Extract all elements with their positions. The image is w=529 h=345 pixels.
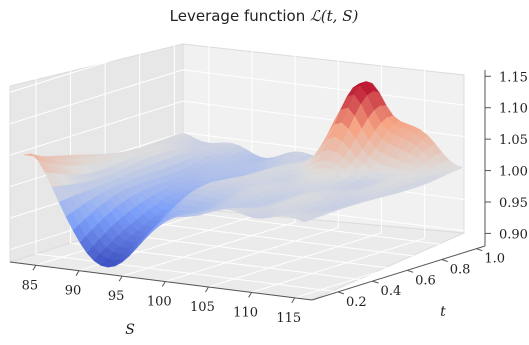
grid-line-x [294,67,469,299]
z-tick-label: 0.95 [499,196,528,211]
y-tick-label: 0.6 [415,273,436,288]
grid-line-x [251,62,426,293]
y-axis-line [311,245,486,301]
x-axis-label: S [125,322,135,338]
x-tick-label: 110 [233,305,258,320]
x-axis-line [9,261,313,301]
x-tick-mark [75,270,80,276]
axes-lines [9,70,486,301]
z-tick-label: 1.05 [499,133,528,148]
y-tick-label: 0.8 [450,263,471,278]
y-tick-label: 1.0 [484,252,505,267]
grid-line-z [9,37,486,93]
chart-title: Leverage function ℒ(t, S) [170,7,359,25]
y-tick-label: 0.2 [346,295,367,310]
y-tick-mark [441,259,448,262]
z-tick-label: 1.15 [499,70,528,85]
surface-patch [296,217,312,223]
chart-title-math: ℒ(t, S) [310,7,358,25]
surface-mesh [23,81,465,268]
x-tick-mark [161,281,166,287]
x-tick-mark [291,297,296,304]
y-tick-mark [406,269,414,273]
z-tick-label: 0.90 [499,227,528,242]
grid-line-y [35,77,339,293]
chart-title-text: Leverage function [170,7,310,25]
x-tick-label: 95 [108,289,125,304]
x-tick-mark [118,275,123,282]
y-tick-mark [337,291,345,295]
z-tick-label: 1.00 [499,165,528,180]
grid-line-x [165,51,339,283]
x-tick-label: 100 [147,295,172,310]
grid-line-y [70,67,373,282]
z-tick-label: 1.10 [499,102,528,117]
x-tick-mark [248,292,253,298]
tick-labels: 85 90 95 100 105 110 115 0.2 0.4 0.6 0.8 1.0 0.90 0.9… [22,70,528,326]
x-tick-label: 115 [276,311,301,326]
x-tick-label: 85 [22,278,39,293]
grid-line-x [122,46,296,277]
x-tick-mark [205,286,209,293]
x-tick-label: 90 [65,284,82,299]
y-tick-label: 0.4 [381,284,402,299]
y-tick-mark [476,248,483,252]
x-tick-mark [32,264,37,271]
y-axis-label: t [440,304,446,320]
grid-line-z [9,69,486,125]
y-tick-mark [372,280,379,284]
x-tick-label: 105 [190,300,215,315]
